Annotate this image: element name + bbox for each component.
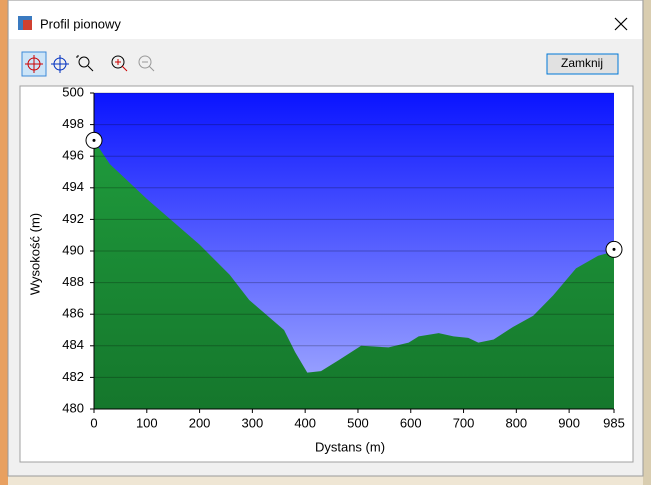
y-tick-label: 484 — [62, 337, 84, 352]
y-tick-label: 492 — [62, 211, 84, 226]
x-tick-label: 0 — [90, 415, 97, 430]
x-tick-label: 700 — [453, 415, 475, 430]
x-tick-label: 400 — [294, 415, 316, 430]
x-tick-label: 200 — [189, 415, 211, 430]
app-icon-part — [23, 20, 32, 30]
map-road — [0, 0, 8, 485]
map-area — [643, 0, 651, 485]
tool-zoom-out[interactable] — [138, 55, 155, 72]
x-tick-label: 100 — [136, 415, 158, 430]
x-tick-label: 900 — [558, 415, 580, 430]
x-tick-label: 600 — [400, 415, 422, 430]
plot: 480 482 484 486 488 490 492 494 496 498 500 0 100 200… — [62, 84, 625, 430]
endpoint-dot — [92, 138, 96, 142]
y-tick-label: 486 — [62, 306, 84, 321]
y-tick-label: 490 — [62, 242, 84, 257]
x-tick-label: 300 — [242, 415, 264, 430]
close-button[interactable] — [546, 53, 619, 75]
tool-zoom-rect[interactable] — [76, 55, 94, 72]
x-axis-label: Dystans (m) — [315, 439, 385, 454]
close-button-label[interactable]: Zamknij — [561, 56, 603, 70]
x-tick-label: 985 — [603, 415, 625, 430]
tool-zoom-in[interactable] — [111, 55, 128, 72]
window-title: Profil pionowy — [40, 16, 121, 31]
title-bar — [9, 1, 642, 39]
tool-point[interactable] — [51, 55, 69, 73]
close-x[interactable] — [614, 17, 628, 31]
toolbar — [21, 51, 155, 77]
y-tick-label: 488 — [62, 274, 84, 289]
x-tick-label: 800 — [505, 415, 527, 430]
y-tick-label: 500 — [62, 84, 84, 99]
y-tick-label: 494 — [62, 179, 84, 194]
y-axis-label: Wysokość (m) — [27, 213, 42, 295]
endpoint-dot — [612, 247, 616, 251]
y-tick-label: 496 — [62, 148, 84, 163]
y-tick-label: 498 — [62, 116, 84, 131]
y-tick-label: 480 — [62, 400, 84, 415]
x-tick-label: 500 — [347, 415, 369, 430]
y-tick-label: 482 — [62, 369, 84, 384]
terrain-area — [94, 140, 614, 409]
